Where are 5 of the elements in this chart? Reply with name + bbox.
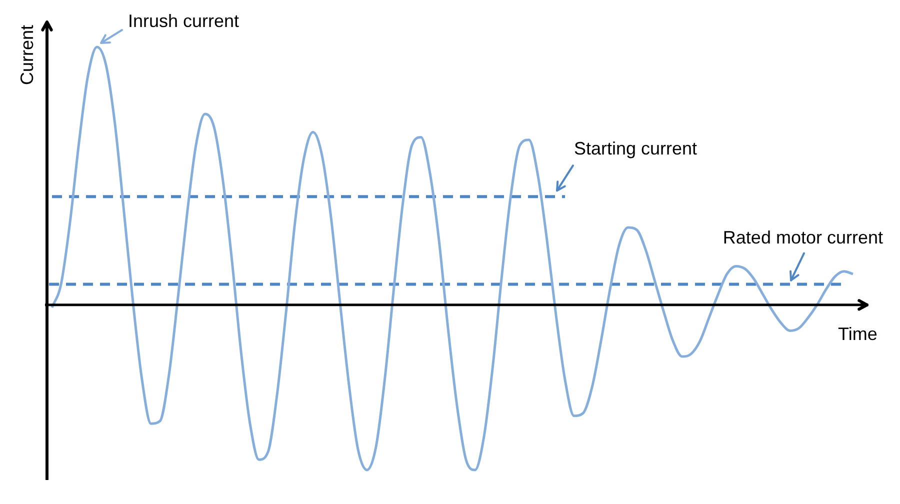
x-axis-title: Time	[838, 324, 878, 344]
text: Starting current	[574, 138, 698, 159]
y-axis-title: Current	[17, 24, 37, 86]
ref-line-label: Rated motor current	[722, 227, 883, 248]
text: Inrush current	[128, 11, 240, 31]
